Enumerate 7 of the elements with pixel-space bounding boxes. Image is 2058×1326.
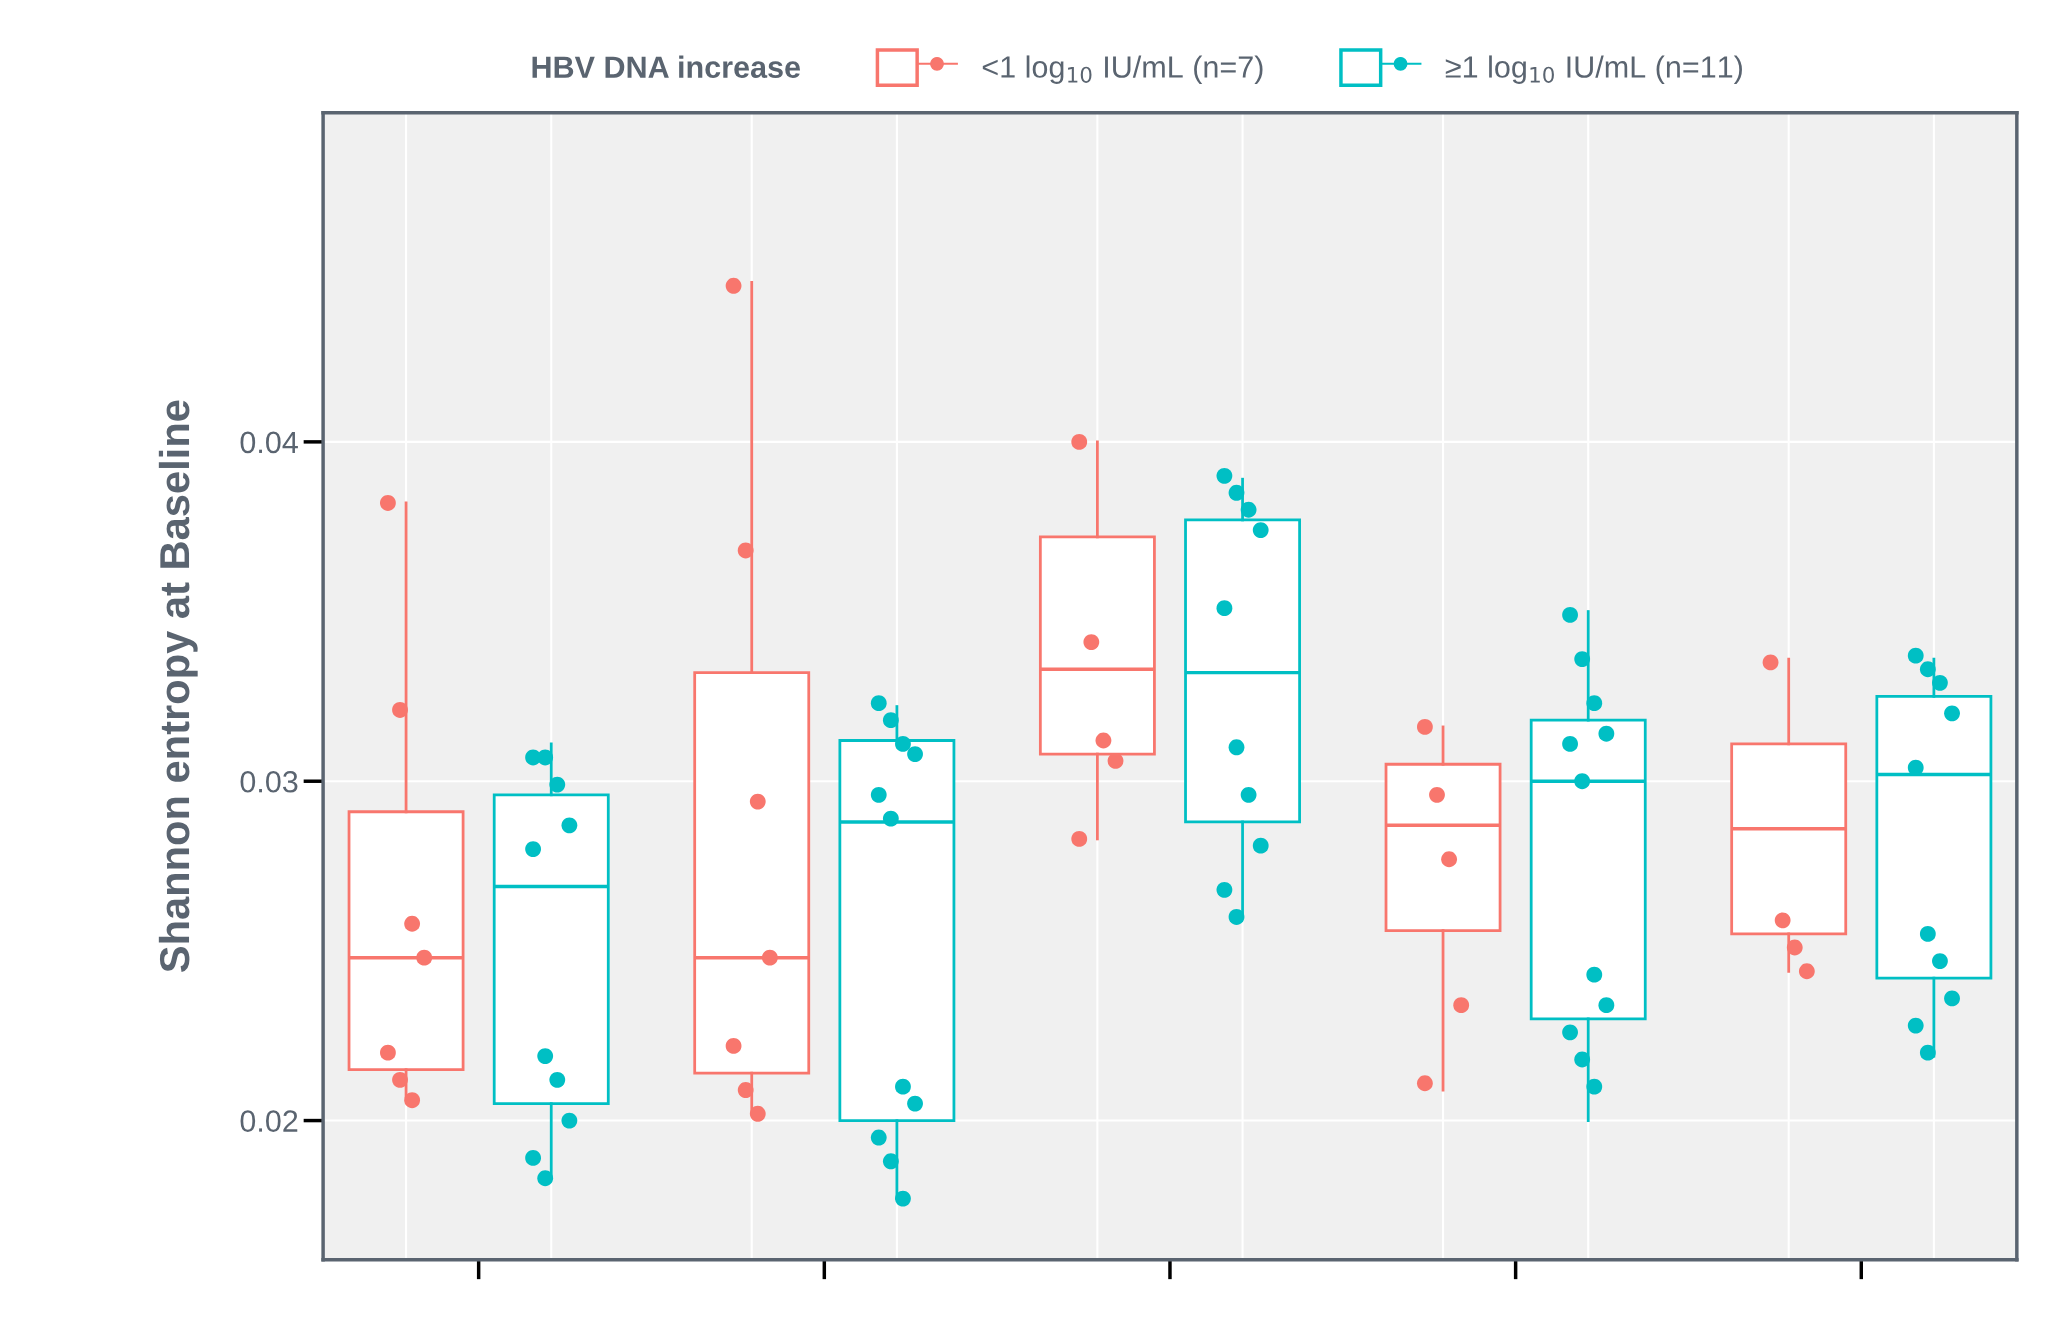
y-axis-title: Shannon entropy at Baseline: [158, 400, 198, 973]
legend-title: HBV DNA increase: [532, 55, 800, 79]
legend-label: <1 log$_{10}$ IU/mL (n=7): [982, 55, 1263, 84]
y-tick-label: 0.03: [240, 770, 298, 793]
y-tick-label: 0.04: [240, 431, 298, 454]
legend-label: ≥1 log$_{10}$ IU/mL (n=11): [1445, 55, 1742, 84]
y-tick-label: 0.02: [240, 1110, 298, 1132]
